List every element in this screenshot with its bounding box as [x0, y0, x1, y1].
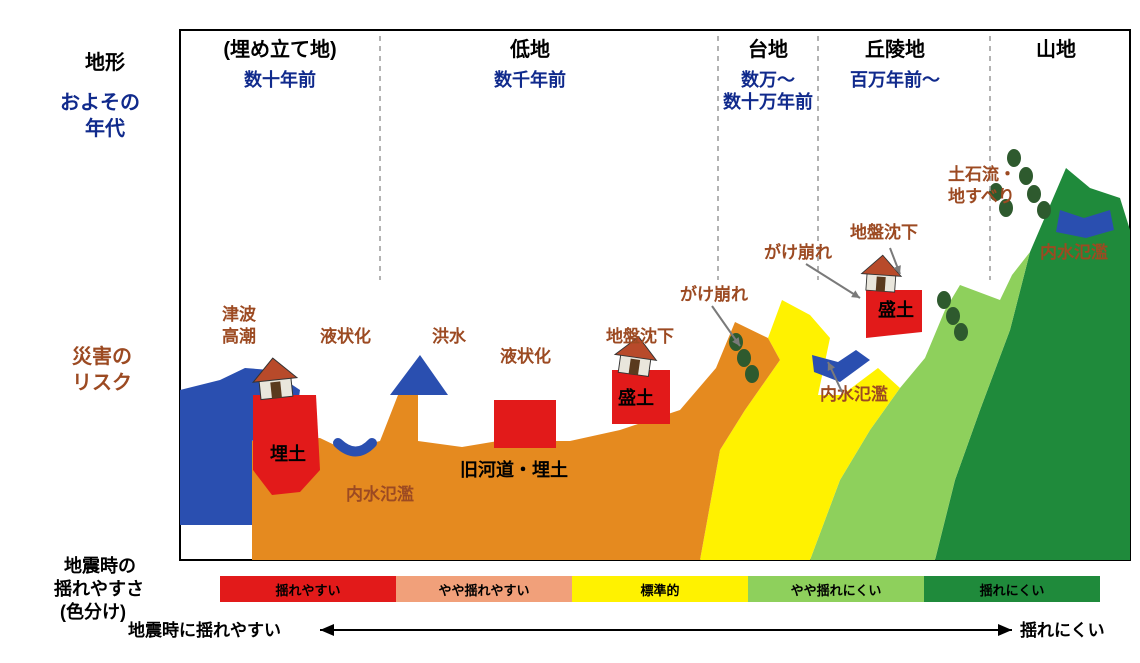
era-daichi-0: 数万～	[741, 69, 795, 90]
axis-arrow-left	[320, 624, 334, 636]
terrain-sanchi: 山地	[1036, 38, 1076, 61]
rock-5	[954, 323, 968, 341]
risk-label-8: がけ崩れ	[764, 242, 832, 262]
hazard-block-label-1: 旧河道・埋土	[460, 459, 568, 480]
left-heading-2: 年代	[85, 112, 125, 141]
left-heading-0: 地形	[85, 46, 125, 75]
risk-label-9: 地盤沈下	[850, 222, 918, 242]
hazard-block-label-3: 盛土	[878, 299, 914, 320]
rock-1	[737, 349, 751, 367]
risk-label-3: 洪水	[432, 326, 467, 346]
rock-7	[1019, 167, 1033, 185]
legend-cell-4: 揺れにくい	[924, 576, 1100, 602]
risk-label-10: 内水氾濫	[820, 384, 888, 404]
diagram-root: 埋土旧河道・埋土盛土盛土(埋め立て地)数十年前低地数千年前台地数万～数十万年前丘…	[0, 0, 1140, 658]
risk-label-5: 地盤沈下	[606, 326, 674, 346]
era-umetate-0: 数十年前	[244, 69, 316, 90]
hazard-block-label-0: 埋土	[270, 444, 306, 464]
axis-label-right: 揺れにくい	[1020, 621, 1105, 640]
rock-9	[1037, 201, 1051, 219]
legend-cell-2: 標準的	[572, 576, 748, 602]
legend-row: 揺れやすいやや揺れやすい標準的やや揺れにくい揺れにくい	[220, 576, 1100, 602]
terrain-daichi: 台地	[748, 37, 788, 61]
hazard-block-1	[494, 400, 556, 448]
risk-label-2: 液状化	[320, 326, 371, 346]
terrain-lowland: 低地	[509, 37, 550, 61]
hazard-block-label-2: 盛土	[618, 387, 654, 408]
left-heading-4: リスク	[72, 366, 132, 395]
risk-label-11: 土石流・	[948, 164, 1016, 184]
era-daichi-1: 数十万年前	[723, 91, 813, 112]
terrain-kyuryo: 丘陵地	[865, 38, 925, 61]
risk-label-13: 内水氾濫	[1040, 242, 1108, 262]
left-heading-7: (色分け)	[60, 598, 126, 624]
risk-label-6: がけ崩れ	[680, 284, 748, 304]
risk-label-4: 液状化	[500, 346, 551, 366]
rock-3	[937, 291, 951, 309]
risk-label-12: 地すべり	[948, 186, 1015, 206]
rock-4	[946, 307, 960, 325]
risk-label-1: 高潮	[222, 326, 256, 346]
legend-cell-3: やや揺れにくい	[748, 576, 924, 602]
era-lowland-0: 数千年前	[494, 69, 566, 90]
left-heading-1: およその	[60, 86, 140, 115]
rock-2	[745, 365, 759, 383]
axis-label-left: 地震時に揺れやすい	[128, 620, 281, 640]
axis-arrow-right	[998, 624, 1012, 636]
risk-label-0: 津波	[222, 304, 257, 324]
legend-cell-0: 揺れやすい	[220, 576, 396, 602]
era-kyuryo-0: 百万年前～	[850, 69, 940, 90]
left-heading-3: 災害の	[72, 340, 132, 369]
terrain-umetate: (埋め立て地)	[223, 37, 336, 61]
legend-cell-1: やや揺れやすい	[396, 576, 572, 602]
diagram-svg: 埋土旧河道・埋土盛土盛土(埋め立て地)数十年前低地数千年前台地数万～数十万年前丘…	[0, 0, 1140, 658]
rock-8	[1027, 185, 1041, 203]
risk-label-7: 内水氾濫	[346, 484, 414, 504]
